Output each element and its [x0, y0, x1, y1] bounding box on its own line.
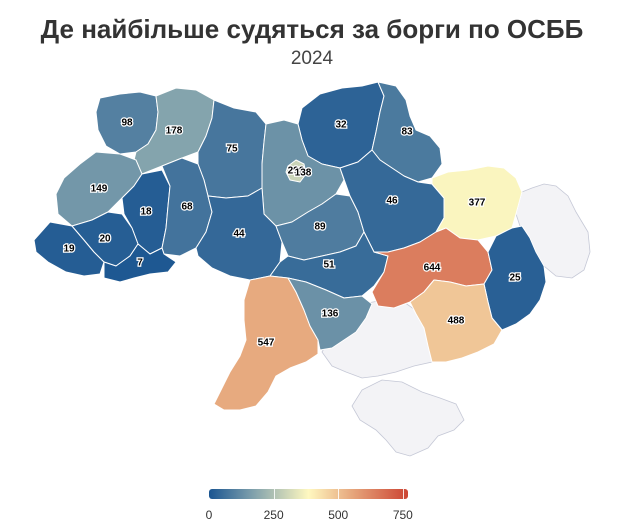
legend-tick-label: 500: [328, 508, 349, 522]
value-label-luhansk: 25: [509, 273, 521, 284]
value-label-ivano-frankivsk: 20: [99, 234, 111, 245]
value-label-odesa: 547: [258, 338, 275, 349]
region-sumy: [371, 81, 443, 183]
value-label-cherkasy: 89: [314, 222, 326, 233]
region-zakarpattia: [33, 221, 105, 277]
region-luhansk: [483, 225, 547, 331]
value-label-kyiv-city: 296: [288, 166, 305, 177]
value-label-rivne: 178: [166, 126, 183, 137]
legend-tick-mark: [402, 489, 404, 499]
color-scale-bar: [209, 489, 408, 499]
value-label-kirovohrad: 51: [323, 260, 335, 271]
legend-tick-mark: [273, 489, 275, 499]
value-label-zakarpattia: 19: [63, 244, 75, 255]
region-chernivtsi: [103, 243, 177, 283]
value-label-chernihiv: 32: [335, 120, 347, 131]
value-label-volyn: 98: [121, 118, 133, 129]
legend-tick-label: 750: [392, 508, 413, 522]
value-label-kyiv-oblast: 138: [295, 168, 312, 179]
legend-tick-mark: [338, 489, 340, 499]
value-label-mykolaiv: 136: [322, 309, 339, 320]
value-label-chernivtsi: 7: [137, 258, 143, 269]
value-label-khmelnytskyi: 68: [181, 202, 193, 213]
legend-tick-label: 250: [263, 508, 284, 522]
value-label-lviv: 149: [91, 184, 108, 195]
value-label-dnipro: 644: [424, 263, 441, 274]
map-title: Де найбільше судяться за борги по ОСББ: [40, 14, 584, 44]
value-label-zaporizhzhia: 488: [448, 316, 465, 327]
map-subtitle: 2024: [290, 48, 334, 69]
region-kyiv-city: [285, 159, 307, 183]
value-label-kharkiv: 377: [469, 198, 486, 209]
value-label-zhytomyr: 75: [226, 144, 238, 155]
legend-tick-label: 0: [205, 508, 213, 522]
region-crimea: [351, 379, 465, 457]
region-zaporizhzhia: [409, 279, 503, 363]
value-label-ternopil: 18: [140, 207, 152, 218]
value-label-vinnytsia: 44: [233, 229, 245, 240]
value-label-poltava: 46: [386, 196, 398, 207]
region-mykolaiv: [287, 277, 373, 351]
value-label-sumy: 83: [401, 127, 413, 138]
